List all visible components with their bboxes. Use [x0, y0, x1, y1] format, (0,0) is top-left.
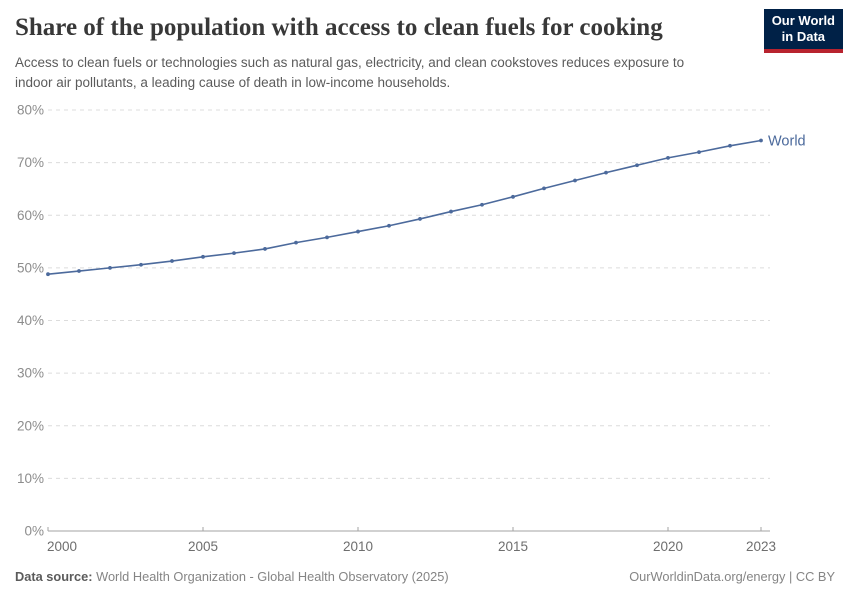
- chart-footer: Data source: World Health Organization -…: [15, 569, 835, 584]
- x-axis: [47, 527, 770, 532]
- y-tick-label: 70%: [17, 155, 44, 170]
- chart-canvas: 0%10%20%30%40%50%60%70%80%2000 2005 2010 20…: [17, 103, 806, 555]
- data-point[interactable]: [170, 259, 174, 263]
- data-point[interactable]: [480, 202, 484, 207]
- y-tick-label: 10%: [17, 471, 44, 486]
- data-point[interactable]: [356, 229, 360, 234]
- y-tick-label: 0%: [24, 524, 44, 539]
- y-axis-labels: 0% 10% 20% 30% 40% 50% 60% 70% 80%: [17, 103, 44, 539]
- data-point[interactable]: [449, 209, 453, 214]
- data-point[interactable]: [759, 138, 763, 143]
- data-point[interactable]: [387, 223, 391, 228]
- series-line[interactable]: [47, 139, 762, 275]
- data-point[interactable]: [139, 262, 143, 267]
- page-title: Share of the population with access to c…: [15, 14, 663, 41]
- data-point[interactable]: [511, 194, 515, 199]
- data-source-label: Data source:: [15, 569, 93, 584]
- chart-subtitle: Access to clean fuels or technologies su…: [15, 53, 684, 93]
- data-source-note: Data source: World Health Organization -…: [15, 569, 449, 584]
- x-tick-label: 2015: [498, 539, 528, 554]
- data-point[interactable]: [201, 254, 205, 259]
- data-point[interactable]: [604, 170, 608, 175]
- footer-license-link[interactable]: OurWorldinData.org/energy | CC BY: [629, 569, 835, 584]
- data-point[interactable]: [542, 186, 546, 191]
- subtitle-line-1: Access to clean fuels or technologies su…: [15, 55, 685, 70]
- data-point[interactable]: [728, 143, 732, 148]
- y-tick-label: 30%: [17, 366, 44, 381]
- data-point[interactable]: [666, 155, 670, 160]
- data-point[interactable]: [77, 269, 81, 273]
- data-point[interactable]: [635, 163, 639, 168]
- x-tick-label: 2020: [653, 539, 683, 554]
- x-tick-label: 2023: [746, 539, 776, 554]
- x-tick-label: 2000: [47, 539, 77, 554]
- owid-logo[interactable]: Our World in Data: [763, 9, 843, 53]
- data-point[interactable]: [46, 272, 50, 277]
- x-axis-labels: 2000 2005 2010 2015 2020 2023: [47, 539, 776, 554]
- series-end-label[interactable]: World: [768, 133, 806, 149]
- x-tick-label: 2005: [188, 539, 218, 554]
- data-source-text: World Health Organization - Global Healt…: [96, 569, 449, 584]
- x-tick-label: 2010: [343, 539, 373, 554]
- y-tick-label: 40%: [17, 313, 44, 328]
- subtitle-line-2: indoor air pollutants, a leading cause o…: [15, 75, 451, 90]
- y-tick-label: 50%: [17, 260, 44, 275]
- data-point[interactable]: [232, 251, 236, 256]
- series-world[interactable]: World: [46, 133, 806, 277]
- data-point[interactable]: [325, 235, 329, 240]
- line-chart: 0% 10% 20% 30% 40% 50% 60% 70% 80% 2000 2005 2010 20…: [0, 95, 850, 570]
- data-point[interactable]: [573, 178, 577, 183]
- y-tick-label: 80%: [17, 103, 44, 118]
- data-point[interactable]: [108, 265, 112, 270]
- y-tick-label: 20%: [17, 418, 44, 433]
- data-point[interactable]: [418, 217, 422, 221]
- y-tick-label: 60%: [17, 208, 44, 223]
- gridlines: [48, 109, 770, 479]
- data-point[interactable]: [697, 150, 701, 154]
- data-point[interactable]: [294, 240, 298, 245]
- data-point[interactable]: [263, 247, 267, 251]
- owid-logo-line-2: in Data: [781, 29, 826, 44]
- owid-logo-line-1: Our World: [771, 13, 835, 28]
